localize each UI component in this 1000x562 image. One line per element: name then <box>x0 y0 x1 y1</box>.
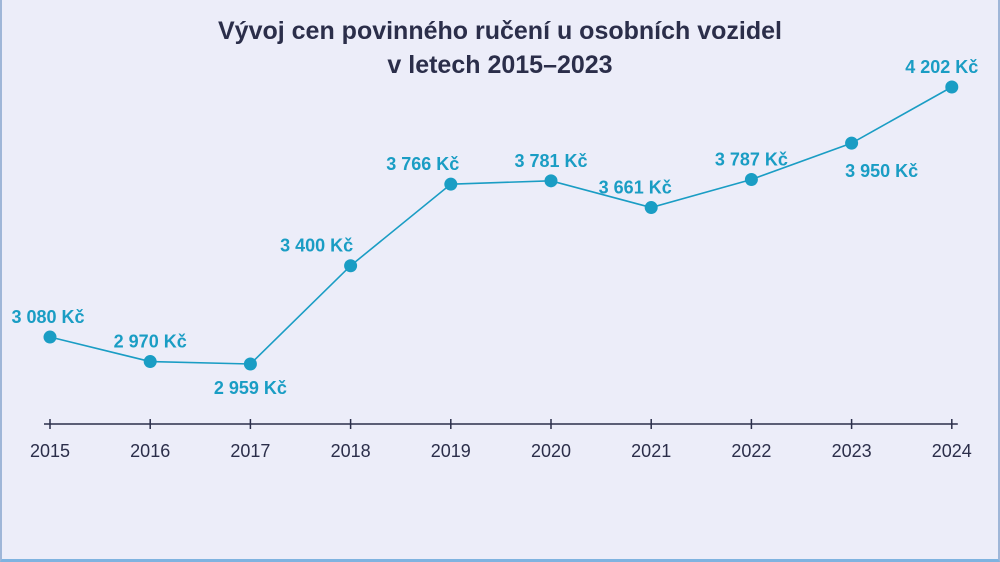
data-point <box>143 355 157 369</box>
x-tick-label: 2018 <box>331 441 371 461</box>
data-point <box>845 136 859 150</box>
x-tick-label: 2021 <box>631 441 671 461</box>
data-point <box>744 172 758 186</box>
x-tick-label: 2020 <box>531 441 571 461</box>
data-point <box>945 80 959 94</box>
data-label: 4 202 Kč <box>905 57 978 77</box>
data-label: 3 766 Kč <box>386 154 459 174</box>
x-tick-label: 2024 <box>932 441 972 461</box>
data-point <box>644 201 658 215</box>
chart-subtitle: v letech 2015–2023 <box>387 51 613 79</box>
data-label: 3 661 Kč <box>599 178 672 198</box>
data-label: 2 959 Kč <box>214 378 287 398</box>
data-point <box>243 357 257 371</box>
x-tick-label: 2022 <box>731 441 771 461</box>
data-label: 3 781 Kč <box>514 151 587 171</box>
data-label: 3 950 Kč <box>845 161 918 181</box>
x-tick-label: 2017 <box>230 441 270 461</box>
chart-title-block: Vývoj cen povinného ručení u osobních vo… <box>0 14 1000 82</box>
data-point <box>544 174 558 188</box>
data-point <box>444 177 458 191</box>
chart-title: Vývoj cen povinného ručení u osobních vo… <box>218 17 782 45</box>
data-point <box>344 259 358 273</box>
x-tick-label: 2023 <box>832 441 872 461</box>
data-label: 2 970 Kč <box>114 332 187 352</box>
data-point <box>43 330 57 344</box>
data-label: 3 787 Kč <box>715 149 788 169</box>
data-label: 3 080 Kč <box>11 307 84 327</box>
x-tick-label: 2019 <box>431 441 471 461</box>
series-line <box>49 86 953 365</box>
x-tick-label: 2016 <box>130 441 170 461</box>
x-tick-label: 2015 <box>30 441 70 461</box>
data-label: 3 400 Kč <box>280 236 353 256</box>
